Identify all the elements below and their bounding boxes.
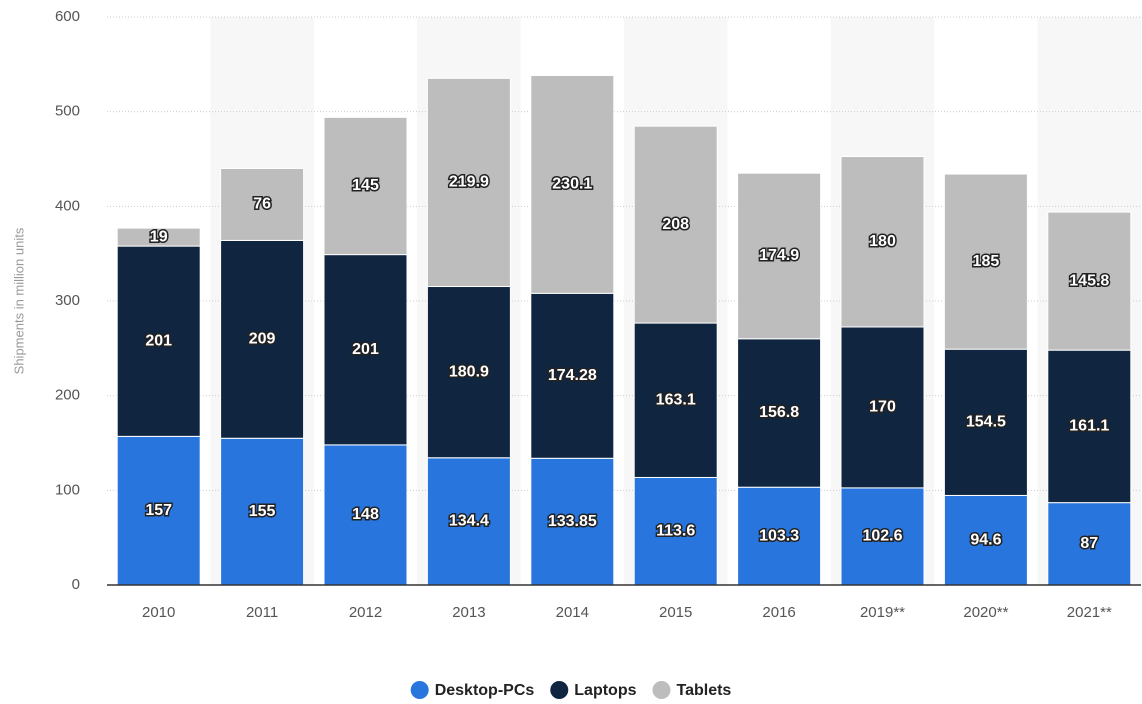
legend-marker [550,681,569,699]
bar-segment [530,457,615,586]
bar-segment [1047,211,1132,351]
data-label: 201 [352,341,379,358]
legend-label: Desktop-PCs [435,682,535,699]
y-tick-label: 100 [55,481,80,498]
bar-segment [737,486,822,586]
y-axis-label: Shipments in million units [11,227,26,374]
data-label: 148 [352,506,379,523]
data-label: 174.9 [759,247,799,264]
legend-marker [410,681,429,699]
bar-segment [220,167,305,241]
legend-label: Laptops [574,682,636,699]
data-label: 170 [869,399,896,416]
bar-segment [737,338,822,488]
bar-segment [426,77,511,288]
data-label: 180.9 [449,363,489,380]
bar-segment [530,74,615,294]
bar-segment [530,292,615,459]
x-tick-label: 2010 [142,604,175,621]
bar-segment [840,487,925,586]
bar-segment [220,437,305,586]
y-tick-label: 600 [55,8,80,25]
x-tick-label: 2020** [963,604,1008,621]
bar-segment [426,286,511,459]
data-label: 145.8 [1069,272,1109,289]
data-label: 230.1 [552,176,592,193]
data-label: 133.85 [548,513,597,530]
data-label: 145 [352,177,379,194]
bar-segment [840,156,925,328]
data-label: 156.8 [759,404,799,421]
bar-segment [116,245,201,437]
x-tick-label: 2014 [556,604,589,621]
data-label: 208 [662,216,689,233]
data-label: 219.9 [449,174,489,191]
bar-segment [633,125,718,324]
x-tick-label: 2015 [659,604,692,621]
bar-segment [323,444,408,586]
data-label: 94.6 [970,531,1001,548]
data-label: 157 [145,502,172,519]
data-label: 174.28 [548,367,597,384]
x-tick-label: 2021** [1067,604,1112,621]
data-label: 113.6 [656,522,695,539]
legend-label: Tablets [676,682,731,699]
legend-marker [652,681,671,699]
data-label: 209 [249,331,276,348]
x-tick-label: 2019** [860,604,905,621]
bar-segment [323,254,408,446]
y-tick-label: 500 [55,103,80,120]
bar-segment [737,172,822,340]
data-label: 103.3 [759,527,799,544]
bar-segment [633,322,718,478]
x-tick-label: 2013 [452,604,485,621]
x-tick-label: 2011 [246,604,278,621]
data-label: 163.1 [656,391,696,408]
y-tick-label: 400 [55,197,80,214]
data-label: 87 [1080,535,1098,552]
y-tick-label: 0 [72,576,80,593]
data-label: 185 [973,253,1000,270]
y-tick-label: 300 [55,292,80,309]
x-tick-label: 2012 [349,604,382,621]
data-label: 201 [145,332,172,349]
bar-segment [116,227,201,247]
bar-segment [840,326,925,489]
data-label: 154.5 [966,414,1006,431]
bar-segment [426,457,511,586]
bar-segment [943,173,1028,350]
bar-segment [323,116,408,256]
y-tick-label: 200 [55,387,80,404]
data-label: 161.1 [1069,418,1109,435]
bar-segment [1047,349,1132,504]
data-label: 19 [150,228,168,245]
bar-segment [943,494,1028,586]
data-label: 180 [869,233,896,250]
bar-segment [943,348,1028,496]
data-label: 102.6 [862,528,902,545]
data-label: 155 [249,503,276,520]
data-label: 76 [253,196,271,213]
bar-segment [633,476,718,586]
x-tick-label: 2016 [762,604,795,621]
data-label: 134.4 [449,513,489,530]
